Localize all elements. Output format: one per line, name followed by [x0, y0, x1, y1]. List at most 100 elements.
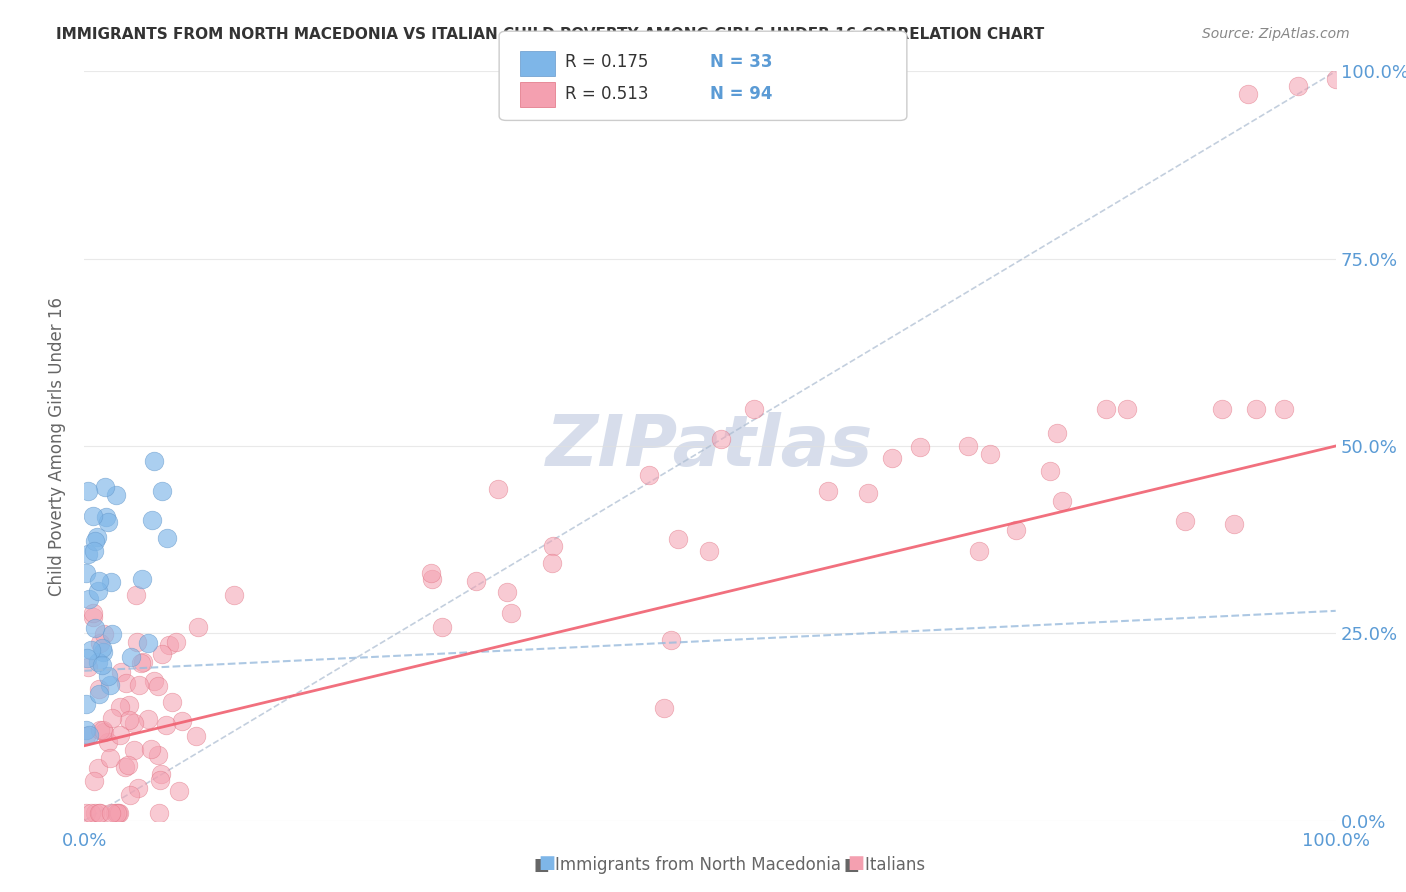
Point	[666, 533, 689, 547]
Point	[87, 761, 110, 775]
Point	[91, 641, 114, 656]
Point	[91, 645, 114, 659]
Point	[1272, 401, 1295, 416]
Point	[1050, 493, 1073, 508]
Point	[100, 806, 122, 821]
Point	[97, 669, 120, 683]
Point	[87, 687, 110, 701]
Point	[83, 544, 105, 558]
Point	[97, 735, 120, 749]
Point	[165, 635, 187, 649]
Point	[125, 588, 148, 602]
Point	[118, 713, 141, 727]
Point	[856, 486, 879, 500]
Point	[76, 651, 98, 665]
Point	[93, 627, 115, 641]
Point	[82, 509, 104, 524]
Point	[143, 673, 166, 688]
Point	[659, 633, 682, 648]
Point	[98, 678, 121, 692]
Point	[710, 432, 733, 446]
Point	[501, 606, 523, 620]
Point	[77, 728, 100, 742]
Point	[880, 450, 903, 465]
Point	[979, 447, 1001, 461]
Text: ■ Immigrants from North Macedonia: ■ Immigrants from North Macedonia	[534, 856, 841, 874]
Text: ZIPatlas: ZIPatlas	[547, 411, 873, 481]
Point	[1039, 464, 1062, 478]
Point	[432, 620, 454, 634]
Point	[184, 729, 207, 743]
Point	[114, 760, 136, 774]
Point	[84, 806, 107, 821]
Text: N = 33: N = 33	[710, 53, 772, 70]
Point	[89, 574, 111, 588]
Point	[541, 539, 564, 553]
Point	[638, 467, 661, 482]
Point	[101, 711, 124, 725]
Point	[91, 723, 114, 737]
Point	[87, 583, 110, 598]
Point	[496, 584, 519, 599]
Point	[83, 774, 105, 789]
Point	[114, 675, 136, 690]
Point	[84, 621, 107, 635]
Point	[100, 574, 122, 589]
Point	[108, 699, 131, 714]
Point	[1286, 79, 1309, 94]
Point	[170, 714, 193, 728]
Text: R = 0.513: R = 0.513	[565, 85, 648, 103]
Point	[97, 515, 120, 529]
Point	[420, 572, 443, 586]
Point	[128, 678, 150, 692]
Point	[969, 544, 991, 558]
Point	[75, 806, 97, 821]
Point	[80, 643, 103, 657]
Point	[104, 806, 127, 821]
Point	[187, 620, 209, 634]
Point	[1324, 71, 1347, 86]
Point	[419, 566, 441, 580]
Point	[89, 805, 111, 820]
Point	[1173, 514, 1195, 528]
Point	[149, 772, 172, 787]
Point	[98, 750, 121, 764]
Point	[93, 725, 115, 739]
Point	[101, 627, 124, 641]
Point	[155, 718, 177, 732]
Point	[89, 723, 111, 738]
Point	[222, 588, 245, 602]
Point	[76, 547, 98, 561]
Point	[132, 655, 155, 669]
Point	[84, 534, 107, 549]
Point	[75, 697, 97, 711]
Point	[87, 655, 110, 669]
Point	[817, 483, 839, 498]
Point	[120, 650, 142, 665]
Point	[77, 483, 100, 498]
Point	[150, 647, 173, 661]
Text: N = 94: N = 94	[710, 85, 772, 103]
Point	[652, 701, 675, 715]
Point	[169, 784, 191, 798]
Point	[148, 679, 170, 693]
Text: ■ Italians: ■ Italians	[844, 856, 925, 874]
Point	[118, 698, 141, 713]
Point	[75, 729, 97, 743]
Text: R = 0.175: R = 0.175	[565, 53, 648, 70]
Point	[127, 781, 149, 796]
Point	[486, 482, 509, 496]
Point	[89, 636, 111, 650]
Point	[143, 454, 166, 468]
Point	[1211, 401, 1233, 416]
Point	[1237, 87, 1260, 101]
Point	[107, 806, 129, 821]
Point	[118, 788, 141, 802]
Text: IMMIGRANTS FROM NORTH MACEDONIA VS ITALIAN CHILD POVERTY AMONG GIRLS UNDER 16 CO: IMMIGRANTS FROM NORTH MACEDONIA VS ITALI…	[56, 27, 1045, 42]
Point	[136, 636, 159, 650]
Point	[465, 574, 488, 589]
Point	[160, 695, 183, 709]
Point	[149, 767, 172, 781]
Point	[1244, 401, 1267, 416]
Text: Source: ZipAtlas.com: Source: ZipAtlas.com	[1202, 27, 1350, 41]
